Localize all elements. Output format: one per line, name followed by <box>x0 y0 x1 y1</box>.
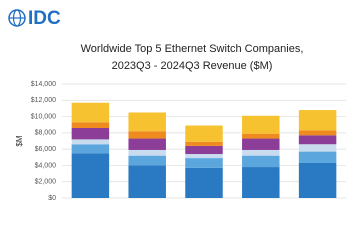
bar-segment <box>298 110 337 131</box>
bar-segment <box>128 155 166 166</box>
bar-segment <box>71 122 110 128</box>
bar-segment <box>128 112 166 132</box>
y-tick-label: $2,000 <box>35 179 57 186</box>
bar-segment <box>128 138 166 150</box>
bar-segment <box>242 115 280 134</box>
logo-icon <box>8 9 26 27</box>
bar-segment <box>298 130 337 136</box>
bar-segment <box>242 133 280 139</box>
chart-title: 2023Q3 - 2024Q3 Revenue ($M) <box>112 60 273 72</box>
bar-segment <box>71 102 110 123</box>
bar-segment <box>71 153 110 198</box>
bar-segment <box>242 138 280 150</box>
bar-segment <box>71 127 110 140</box>
bar-segment <box>128 149 166 156</box>
y-tick-label: $10,000 <box>31 113 56 120</box>
bar-segment <box>185 158 223 168</box>
bar-segment <box>242 167 280 198</box>
bar-segment <box>71 139 110 145</box>
y-tick-label: $0 <box>48 195 56 200</box>
chart: IDC Worldwide Top 5 Ethernet Switch Comp… <box>8 8 346 200</box>
y-tick-label: $6,000 <box>35 146 57 153</box>
bar-segment <box>298 144 337 152</box>
bar-segment <box>185 145 223 155</box>
bar-segment <box>128 131 166 139</box>
y-tick-label: $14,000 <box>31 81 56 88</box>
bar-segment <box>298 135 337 145</box>
y-tick-label: $4,000 <box>35 162 57 169</box>
chart-title: Worldwide Top 5 Ethernet Switch Companie… <box>81 43 304 55</box>
bar-segment <box>71 144 110 154</box>
y-tick-label: $8,000 <box>35 130 57 137</box>
y-axis-label: $M <box>15 135 24 146</box>
bar-segment <box>242 149 280 156</box>
bar-segment <box>298 162 337 198</box>
logo-text: IDC <box>28 8 61 29</box>
bar-segment <box>185 154 223 159</box>
bar-segment <box>185 141 223 146</box>
bar-segment <box>185 125 223 142</box>
bar-segment <box>298 151 337 163</box>
y-tick-label: $12,000 <box>31 97 56 104</box>
bar-segment <box>242 155 280 168</box>
bar-segment <box>185 167 223 198</box>
bar-segment <box>128 165 166 198</box>
